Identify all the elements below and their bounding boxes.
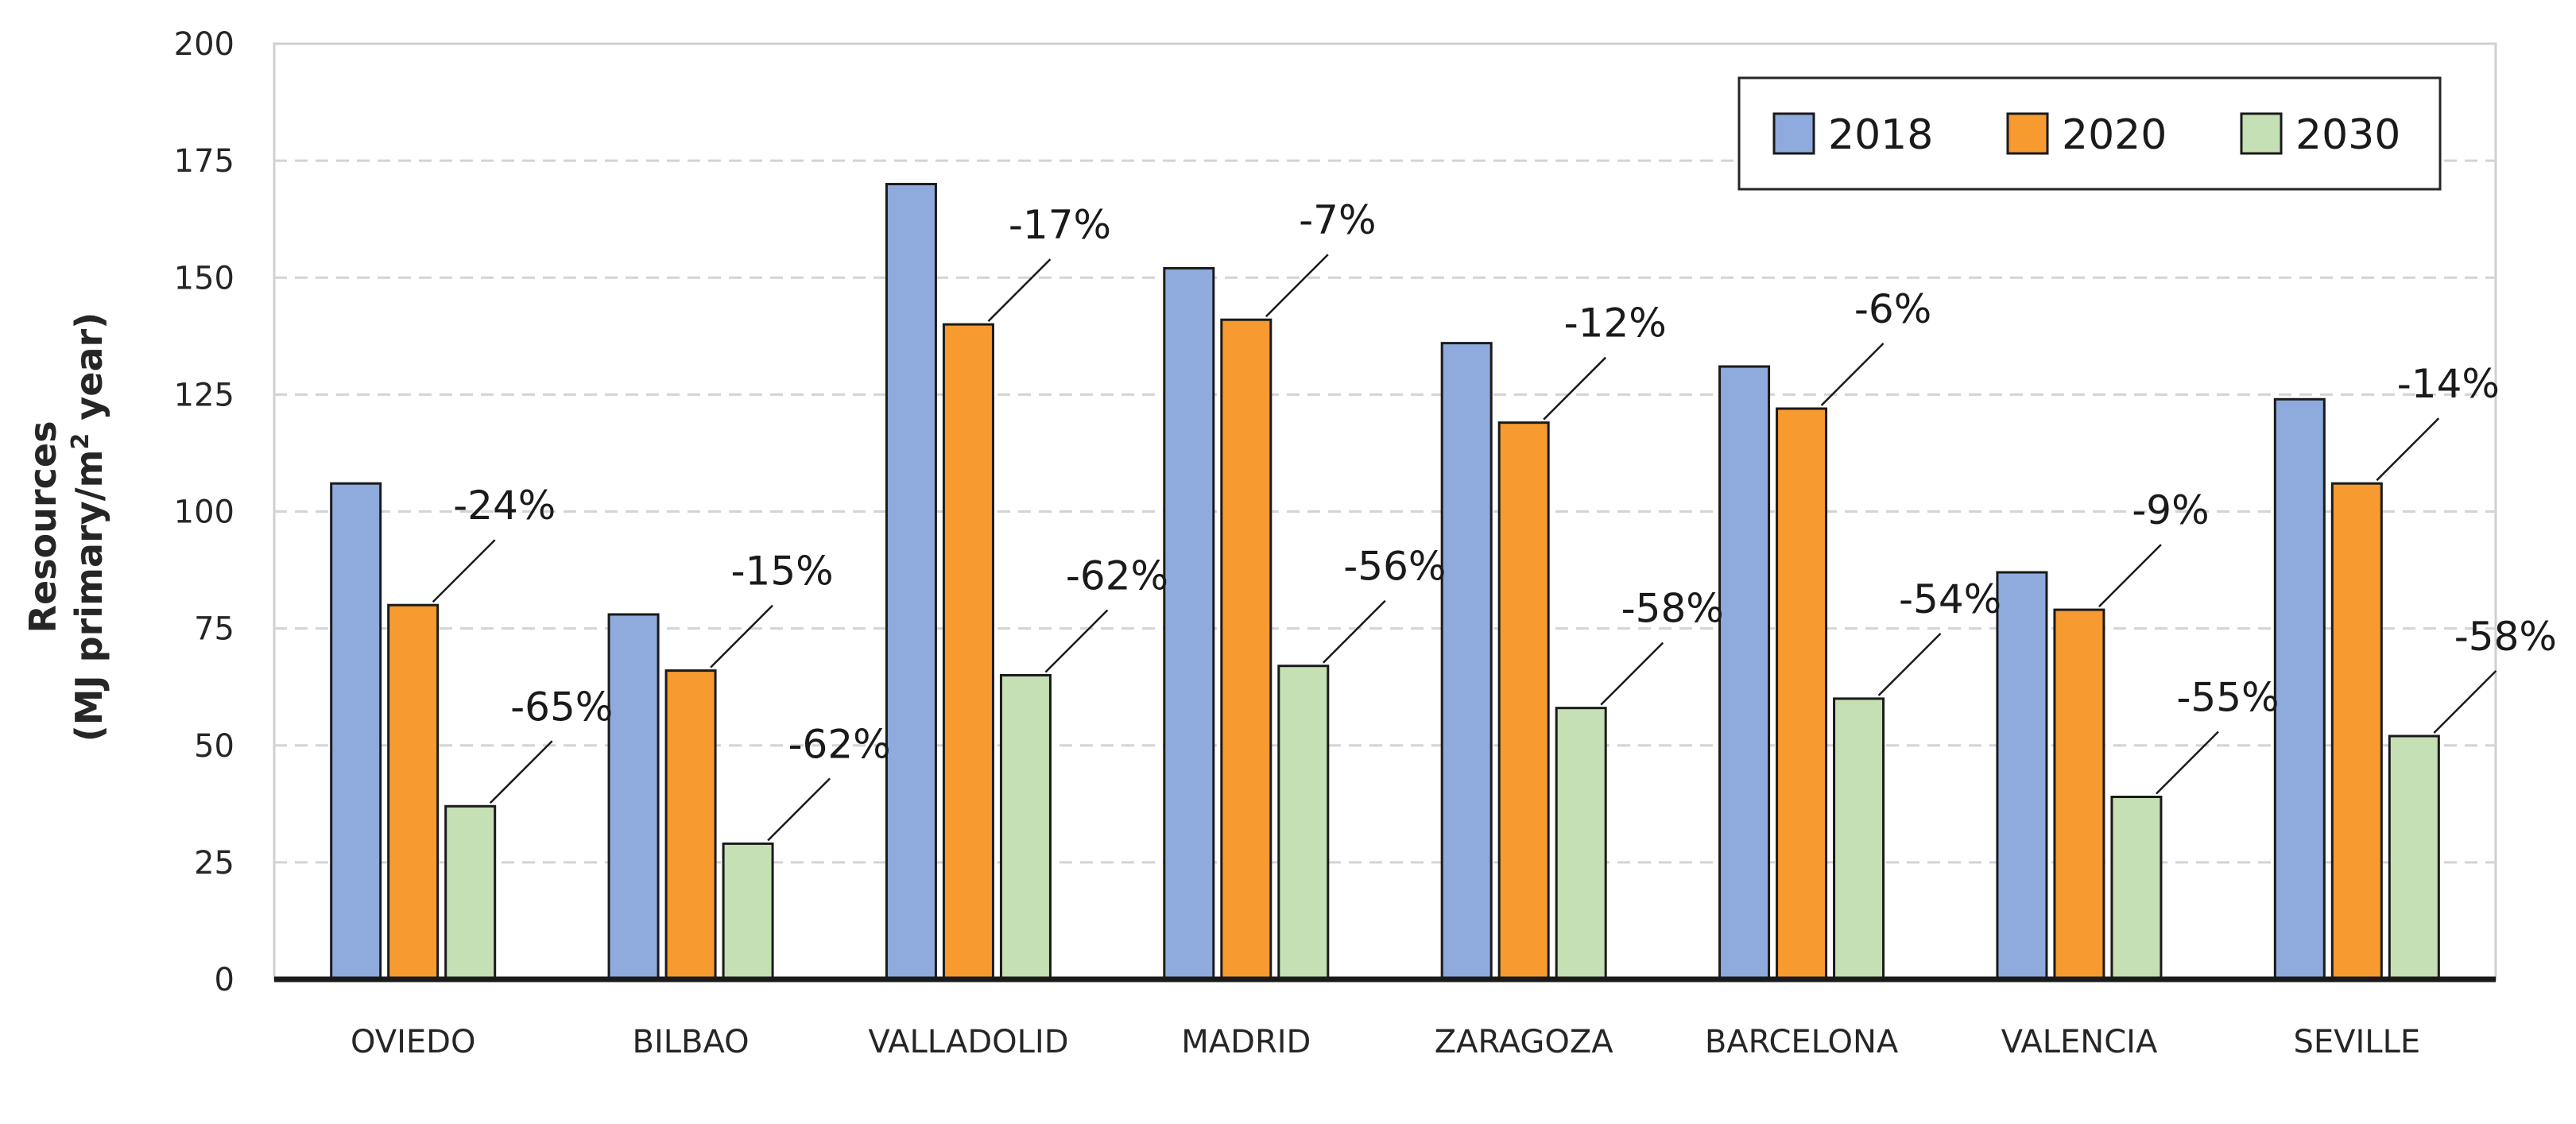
x-category-label: BARCELONA — [1705, 1024, 1899, 1060]
bar-2018-valladolid — [885, 183, 937, 981]
annotation-label: -17% — [1009, 202, 1111, 248]
annotation-label: -24% — [453, 483, 556, 529]
bar-2030-barcelona — [1833, 697, 1885, 981]
annotation-leader — [1543, 356, 1607, 421]
bar-2020-oviedo — [387, 603, 440, 981]
annotation-leader — [2156, 731, 2219, 795]
bar-2030-bilbao — [722, 842, 774, 981]
x-category-label: BILBAO — [633, 1024, 750, 1060]
annotations: -24% -65% -15% -62% -17% -62% -7% -56% -12% -58% -… — [432, 197, 2557, 842]
legend: 2018 2020 2030 — [1737, 76, 2442, 191]
legend-label-2018: 2018 — [1828, 111, 1933, 159]
bar-2020-zaragoza — [1497, 421, 1550, 981]
annotation-label: -7% — [1299, 197, 1376, 243]
annotation-leader — [1877, 633, 1942, 696]
legend-swatch-2030 — [2240, 112, 2283, 155]
annotation-leader — [1322, 599, 1386, 664]
annotation-leader — [1600, 641, 1664, 706]
annotation-label: -56% — [1343, 544, 1446, 590]
annotation-leader — [767, 777, 831, 842]
annotation-leader — [2376, 417, 2440, 482]
annotation-label: -12% — [1564, 300, 1667, 347]
annotation-label: -54% — [1899, 576, 2001, 622]
bar-2020-barcelona — [1776, 407, 1828, 981]
y-axis-title: Resources (MJ primary/m2 year) — [21, 312, 110, 742]
annotation-label: -6% — [1854, 286, 1931, 332]
bar-2030-oviedo — [444, 804, 497, 981]
x-category-label: ZARAGOZA — [1435, 1024, 1613, 1060]
annotation-label: -62% — [788, 721, 890, 767]
y-axis-title-prefix: (MJ primary/m — [68, 450, 110, 742]
annotation-label: -58% — [1621, 586, 1724, 632]
bar-2020-bilbao — [664, 669, 717, 981]
bar-2018-zaragoza — [1440, 342, 1493, 981]
annotation-leader — [1265, 254, 1329, 318]
annotation-leader — [1820, 343, 1885, 406]
bar-2030-madrid — [1277, 665, 1330, 981]
bar-2030-valladolid — [999, 673, 1052, 981]
annotation-leader — [1044, 609, 1109, 673]
bar-2018-seville — [2273, 397, 2326, 981]
axes: 0 25 50 75 100 125 150 175 200 OVIEDO BILBAO VALLAD… — [174, 26, 2496, 1060]
bar-2018-oviedo — [330, 482, 382, 981]
legend-box — [1737, 76, 2442, 191]
bars — [330, 183, 2440, 981]
legend-label-2030: 2030 — [2295, 111, 2400, 159]
y-tick-label: 50 — [194, 728, 234, 765]
bar-2020-seville — [2330, 482, 2383, 981]
y-axis-title-suffix: year) — [68, 312, 110, 433]
bar-2020-madrid — [1220, 318, 1273, 981]
bar-2018-bilbao — [607, 613, 660, 981]
y-tick-label: 200 — [174, 26, 234, 63]
bar-2030-zaragoza — [1555, 707, 1607, 981]
x-category-label: VALLADOLID — [868, 1024, 1068, 1060]
annotation-leader — [432, 539, 496, 603]
y-tick-label: 100 — [174, 494, 234, 531]
annotation-label: -65% — [510, 684, 613, 730]
x-category-label: SEVILLE — [2293, 1024, 2420, 1060]
legend-label-2020: 2020 — [2062, 111, 2167, 159]
annotation-leader — [2098, 544, 2162, 607]
y-tick-label: 75 — [194, 611, 234, 648]
bar-2030-valencia — [2110, 795, 2163, 981]
bar-2020-valencia — [2053, 608, 2105, 981]
bar-2018-madrid — [1163, 266, 1215, 981]
annotation-leader — [489, 740, 553, 804]
y-tick-label: 0 — [215, 962, 234, 998]
bar-2030-seville — [2388, 734, 2440, 981]
annotation-label: -15% — [730, 548, 833, 595]
y-axis-title-line1: Resources — [21, 421, 64, 634]
y-axis-title-superscript: 2 — [67, 433, 95, 450]
annotation-leader — [710, 604, 773, 669]
annotation-label: -62% — [1066, 552, 1168, 599]
y-axis-title-line2: (MJ primary/m2 year) — [67, 312, 111, 742]
annotation-label: -9% — [2132, 487, 2209, 533]
annotation-leader — [987, 258, 1052, 322]
bar-2018-valencia — [1996, 571, 2048, 981]
y-tick-label: 150 — [174, 260, 234, 297]
x-category-label: OVIEDO — [351, 1024, 476, 1060]
x-category-label: MADRID — [1181, 1024, 1311, 1060]
annotation-label: -55% — [2176, 674, 2279, 720]
annotation-leader — [2433, 670, 2497, 734]
bar-2018-barcelona — [1718, 365, 1771, 981]
x-category-label: VALENCIA — [2001, 1024, 2158, 1060]
y-tick-label: 125 — [174, 377, 234, 413]
annotation-label: -58% — [2454, 614, 2557, 660]
legend-swatch-2018 — [1772, 112, 1815, 155]
bar-2020-valladolid — [942, 323, 994, 981]
y-tick-label: 175 — [174, 143, 234, 180]
legend-swatch-2020 — [2006, 112, 2049, 155]
annotation-label: -14% — [2397, 361, 2500, 407]
y-tick-label: 25 — [194, 845, 234, 882]
